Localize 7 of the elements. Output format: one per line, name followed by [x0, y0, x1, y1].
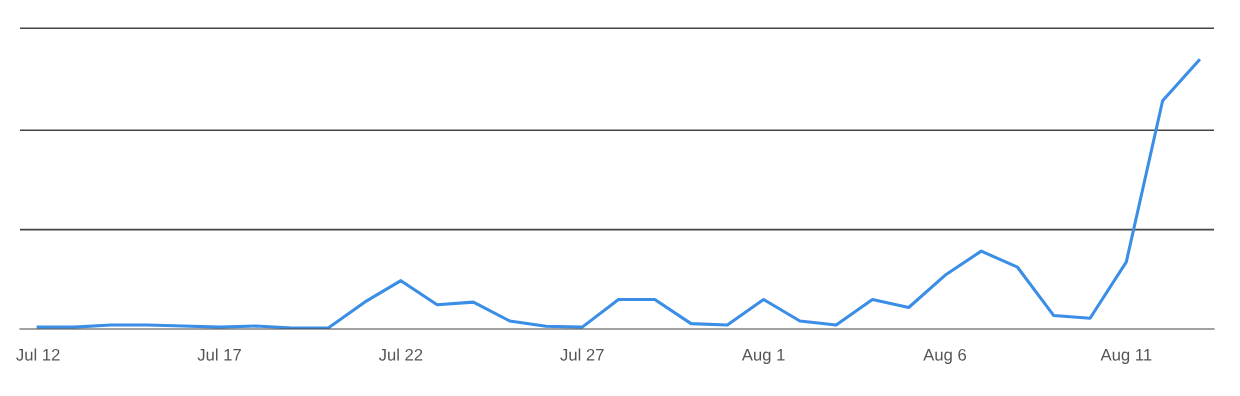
- x-tick-label: Jul 17: [197, 348, 241, 361]
- x-tick-label: Jul 12: [16, 348, 60, 361]
- x-tick-label: Aug 1: [741, 349, 785, 364]
- x-tick-label: Aug 6: [923, 348, 967, 364]
- x-tick-label: Jul 27: [560, 348, 604, 361]
- x-tick-label: Aug 11: [1100, 349, 1152, 364]
- x-tick-label: Jul 22: [378, 348, 423, 361]
